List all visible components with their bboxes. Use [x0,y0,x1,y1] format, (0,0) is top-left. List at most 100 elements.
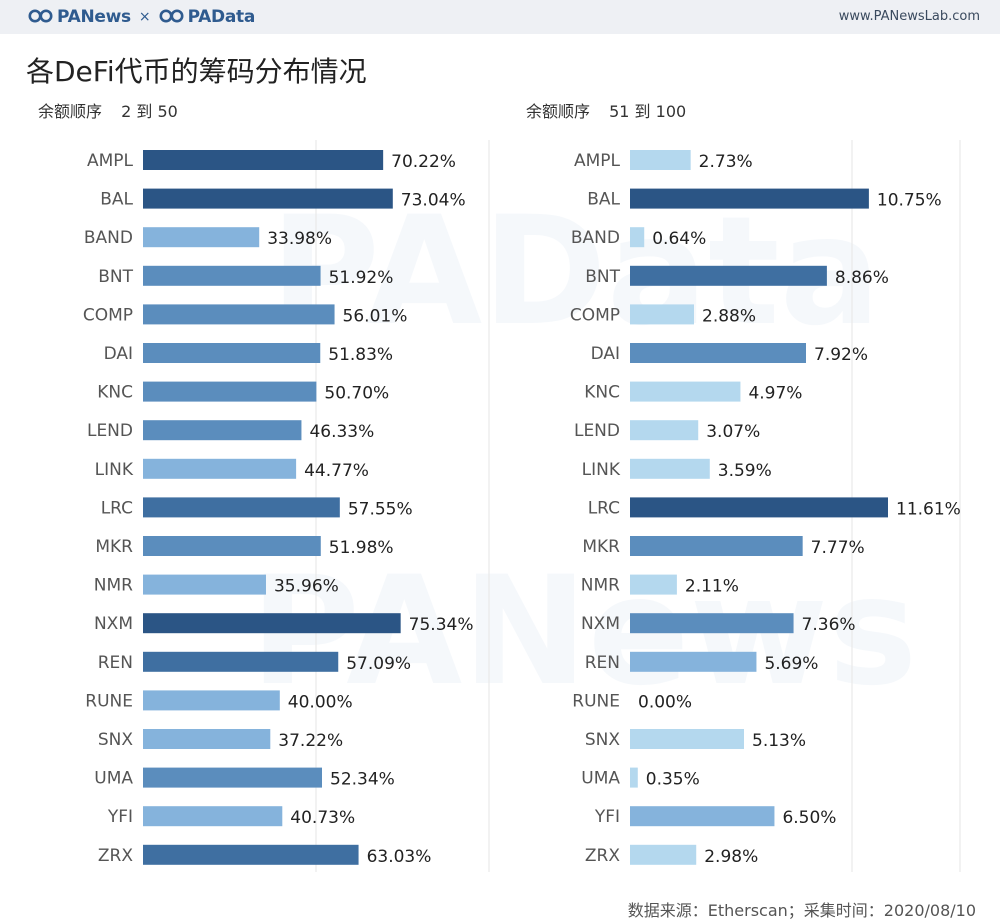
left-data-label: 37.22% [278,731,343,751]
right-bar-bal [630,188,869,209]
header-bar: PANews × PAData www.PANewsLab.com [0,0,1000,34]
right-category-label: DAI [591,344,620,364]
left-data-label: 57.55% [348,499,413,519]
left-bar-nmr [143,574,266,595]
left-data-label: 51.92% [329,268,394,288]
left-category-label: UMA [94,769,133,789]
left-category-label: BAND [84,228,133,248]
right-data-label: 4.97% [748,384,802,404]
right-category-label: KNC [584,383,620,403]
left-data-label: 35.96% [274,577,339,597]
left-data-label: 51.98% [329,538,394,558]
left-category-label: NXM [94,614,133,634]
left-data-label: 56.01% [343,306,408,326]
right-bar-yfi [630,806,775,827]
right-bar-mkr [630,536,803,556]
left-bar-rune [143,690,280,711]
right-category-label: ZRX [585,846,620,866]
right-data-label: 5.69% [764,654,818,674]
right-bar-zrx [630,844,697,865]
left-bar-lend [143,420,302,441]
right-data-label: 5.13% [752,731,806,751]
left-bar-nxm [143,613,401,634]
right-bar-dai [630,343,806,363]
left-data-label: 52.34% [330,770,395,790]
right-bar-link [630,458,710,479]
data-source-footer: 数据来源：Etherscan；采集时间：2020/08/10 [627,901,976,920]
padata-logo-icon [159,8,185,27]
left-category-label: BAL [100,190,133,210]
left-data-label: 70.22% [391,152,456,172]
right-data-label: 2.11% [685,577,739,597]
left-category-label: LRC [101,498,133,518]
right-data-label: 10.75% [877,191,942,211]
left-bar-ren [143,651,339,672]
left-category-label: BNT [98,267,133,287]
right-bar-snx [630,729,744,749]
left-data-label: 33.98% [267,229,332,249]
right-category-label: NXM [581,614,620,634]
right-data-label: 7.77% [811,538,865,558]
left-bar-uma [143,767,323,788]
right-category-label: BAL [587,190,620,210]
panews-logo: PANews [57,7,131,27]
left-panel-range: 2 到 50 [121,102,178,121]
left-bar-zrx [143,844,359,865]
right-bar-ren [630,651,757,672]
right-bar-lrc [630,497,888,518]
left-data-label: 46.33% [309,422,374,442]
left-bar-dai [143,343,321,363]
left-category-label: REN [98,653,133,673]
right-bar-comp [630,304,694,325]
right-category-label: YFI [594,807,620,827]
left-bar-mkr [143,536,321,556]
padata-logo: PAData [187,7,256,27]
left-bar-bnt [143,265,321,286]
right-data-label: 2.88% [702,306,756,326]
right-category-label: BNT [585,267,620,287]
right-category-label: NMR [581,576,620,596]
left-data-label: 40.73% [290,808,355,828]
left-bar-knc [143,381,317,402]
right-bar-ampl [630,150,691,170]
right-bar-lend [630,420,699,441]
left-bar-link [143,458,297,479]
right-data-label: 3.07% [706,422,760,442]
site-url[interactable]: www.PANewsLab.com [838,9,980,24]
left-bar-band [143,227,260,248]
panews-logo-icon [28,8,54,27]
left-category-label: DAI [104,344,133,364]
left-category-label: LINK [95,460,134,480]
right-bar-band [630,227,645,248]
left-bar-comp [143,304,335,325]
left-bar-bal [143,188,393,209]
left-category-label: KNC [97,383,133,403]
right-bar-nmr [630,574,677,595]
logo-separator: × [138,9,151,25]
left-data-label: 57.09% [346,654,411,674]
left-data-label: 51.83% [328,345,393,365]
left-category-label: SNX [98,730,134,750]
right-panel-label: 余额顺序 51 到 100 [526,98,686,122]
right-panel-range: 51 到 100 [609,102,687,121]
right-bar-bnt [630,265,827,286]
left-panel-label: 余额顺序 2 到 50 [38,98,178,122]
left-bar-yfi [143,806,283,827]
left-category-label: MKR [95,537,133,557]
right-category-label: AMPL [574,151,621,171]
left-bar-lrc [143,497,340,518]
right-data-label: 2.73% [699,152,753,172]
right-bar-uma [630,767,638,788]
right-category-label: UMA [581,769,620,789]
right-bar-knc [630,381,741,402]
left-data-label: 75.34% [409,615,474,635]
right-category-label: MKR [582,537,620,557]
left-panel-caption: 余额顺序 [38,102,103,121]
left-category-label: COMP [83,305,133,325]
left-data-label: 73.04% [401,191,466,211]
right-category-label: RUNE [572,691,620,711]
left-data-label: 63.03% [367,847,432,867]
right-panel-caption: 余额顺序 [526,102,591,121]
right-category-label: COMP [570,305,620,325]
right-data-label: 2.98% [704,847,758,867]
